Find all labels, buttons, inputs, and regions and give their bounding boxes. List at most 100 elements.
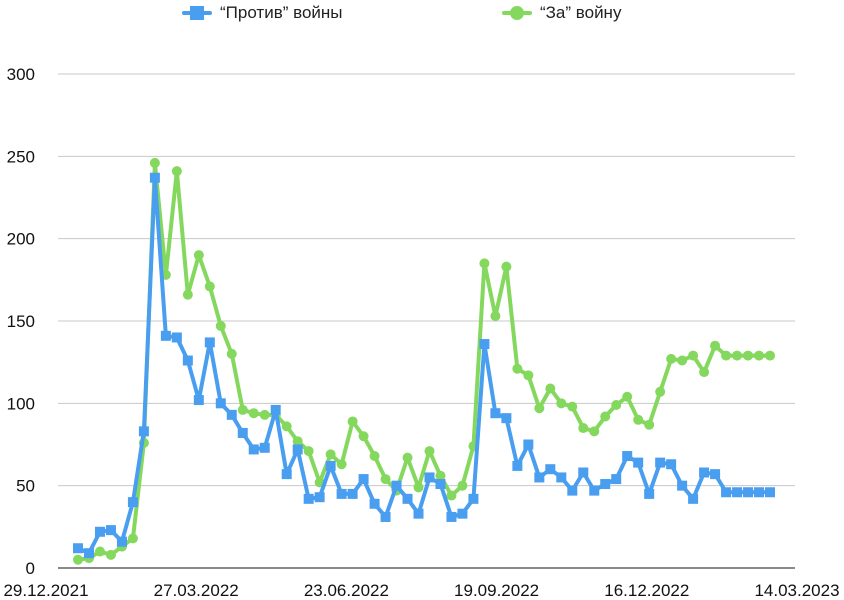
x-tick-label: 27.03.2022	[154, 581, 239, 600]
data-point-against	[567, 485, 578, 496]
data-point-against	[160, 330, 171, 341]
data-point-against	[754, 487, 765, 498]
data-point-for	[512, 363, 523, 374]
data-point-against	[666, 459, 677, 470]
data-point-for	[501, 261, 512, 272]
data-point-against	[633, 457, 644, 468]
data-point-for	[259, 409, 270, 420]
data-point-for	[435, 470, 446, 481]
gridlines	[58, 73, 795, 569]
data-point-for	[127, 533, 138, 544]
data-point-for	[413, 482, 424, 493]
data-point-for	[589, 426, 600, 437]
legend-item-for: “За” войну	[502, 2, 621, 24]
y-tick-label: 200	[7, 230, 35, 249]
data-point-against	[655, 457, 666, 468]
data-point-for	[556, 398, 567, 409]
data-point-for	[292, 436, 303, 447]
data-point-for	[633, 414, 644, 425]
data-point-against	[611, 474, 622, 485]
data-point-against	[182, 355, 193, 366]
data-point-for	[204, 281, 215, 292]
data-point-for	[622, 391, 633, 402]
data-point-for	[655, 386, 666, 397]
y-tick-label: 250	[7, 147, 35, 166]
data-point-against	[380, 511, 391, 522]
legend-label-against: “Против” войны	[220, 3, 343, 22]
x-axis-tick-labels: 29.12.2021 27.03.2022 23.06.2022 19.09.2022…	[3, 581, 839, 600]
data-point-for	[578, 423, 589, 434]
data-point-for	[73, 554, 83, 565]
data-point-against	[237, 427, 248, 438]
data-point-for	[600, 411, 611, 422]
data-point-against	[336, 488, 347, 499]
data-point-for	[424, 446, 435, 457]
data-point-against	[424, 472, 435, 483]
data-point-against	[391, 480, 402, 491]
data-point-against	[358, 474, 369, 485]
series-line-for	[76, 160, 772, 562]
data-point-against	[281, 469, 292, 480]
data-point-against	[226, 409, 237, 420]
x-tick-label: 23.06.2022	[304, 581, 389, 600]
data-point-for	[567, 401, 578, 412]
data-point-against	[127, 497, 138, 508]
data-point-against	[512, 460, 523, 471]
data-point-for	[765, 350, 775, 361]
data-point-against	[204, 337, 215, 348]
data-point-for	[237, 404, 248, 415]
data-point-for	[446, 490, 457, 501]
data-point-for	[325, 449, 336, 460]
data-point-against	[556, 472, 567, 483]
data-point-against	[523, 439, 534, 450]
data-point-against	[215, 398, 226, 409]
data-point-against	[94, 526, 105, 537]
data-point-for	[281, 421, 292, 432]
data-point-for	[611, 399, 622, 410]
data-point-against	[105, 525, 116, 536]
data-point-for	[710, 340, 721, 351]
data-point-for	[215, 320, 226, 331]
data-point-against	[457, 508, 468, 519]
y-tick-label: 100	[7, 394, 35, 413]
data-point-against	[677, 480, 688, 491]
y-tick-label: 0	[26, 559, 35, 578]
data-point-for	[457, 480, 468, 491]
data-point-against	[600, 479, 611, 490]
data-point-against	[402, 493, 413, 504]
data-point-against	[413, 508, 424, 519]
data-point-against	[732, 487, 743, 498]
data-point-for	[699, 367, 710, 378]
data-point-against	[369, 498, 380, 509]
series-layer	[73, 157, 775, 565]
data-point-against	[171, 332, 182, 343]
data-point-for	[479, 258, 490, 269]
data-point-for	[743, 350, 754, 361]
x-tick-label: 16.12.2022	[604, 581, 689, 600]
legend-marker-against	[182, 3, 212, 23]
data-point-for	[94, 546, 105, 557]
y-tick-label: 150	[7, 312, 35, 331]
data-point-against	[73, 543, 83, 554]
legend-item-against: “Против” войны	[182, 2, 343, 24]
data-point-against	[468, 493, 479, 504]
data-point-against	[545, 464, 556, 475]
data-point-against	[721, 487, 732, 498]
data-point-against	[710, 469, 721, 480]
data-point-for	[193, 250, 204, 261]
data-point-for	[303, 446, 314, 457]
data-point-against	[501, 413, 512, 424]
data-point-for	[677, 355, 688, 366]
data-point-for	[754, 350, 765, 361]
data-point-for	[380, 474, 391, 485]
legend-label-for: “За” войну	[540, 3, 622, 22]
data-point-against	[534, 472, 545, 483]
data-point-for	[226, 348, 237, 359]
data-point-for	[182, 289, 193, 300]
data-point-against	[303, 493, 314, 504]
data-point-against	[347, 488, 358, 499]
series-line-against	[76, 175, 772, 556]
data-point-against	[622, 451, 633, 462]
data-point-for	[105, 549, 116, 560]
